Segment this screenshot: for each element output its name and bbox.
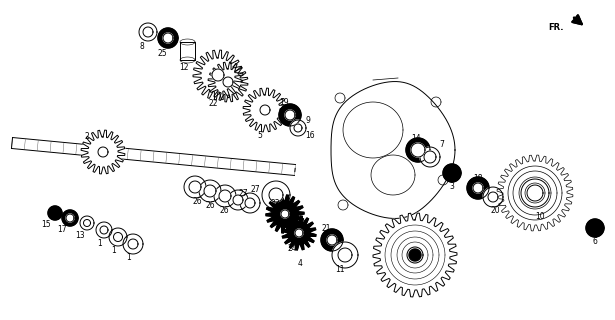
Polygon shape	[204, 185, 216, 197]
Polygon shape	[199, 180, 221, 202]
Text: 19: 19	[279, 98, 289, 107]
Text: 2: 2	[85, 132, 89, 140]
Text: 14: 14	[411, 133, 421, 142]
Polygon shape	[48, 206, 62, 220]
Polygon shape	[409, 249, 421, 261]
Polygon shape	[282, 216, 316, 250]
Polygon shape	[158, 28, 178, 48]
Polygon shape	[407, 247, 423, 263]
Text: 22: 22	[208, 99, 218, 108]
Text: 13: 13	[75, 230, 85, 239]
Text: 12: 12	[179, 62, 189, 71]
Polygon shape	[373, 213, 457, 297]
Polygon shape	[327, 235, 337, 245]
Polygon shape	[338, 248, 352, 262]
Text: 4: 4	[298, 259, 303, 268]
Polygon shape	[100, 226, 108, 234]
Polygon shape	[212, 69, 224, 81]
Polygon shape	[98, 147, 108, 157]
Text: 11: 11	[335, 266, 345, 275]
Text: 17: 17	[57, 225, 67, 234]
Polygon shape	[143, 27, 153, 37]
Polygon shape	[163, 33, 173, 43]
Polygon shape	[193, 50, 243, 100]
Polygon shape	[184, 176, 206, 198]
Text: 18: 18	[474, 173, 483, 182]
Text: 20: 20	[490, 205, 500, 214]
Polygon shape	[189, 181, 201, 193]
Polygon shape	[80, 216, 94, 230]
Polygon shape	[473, 183, 483, 193]
Text: 16: 16	[305, 131, 315, 140]
Polygon shape	[521, 179, 549, 207]
Text: 25: 25	[157, 49, 167, 58]
Text: 10: 10	[535, 212, 545, 220]
Polygon shape	[262, 181, 290, 209]
Text: 21: 21	[321, 223, 331, 233]
Polygon shape	[527, 185, 543, 201]
Polygon shape	[295, 229, 303, 237]
Polygon shape	[266, 195, 304, 233]
Text: 8: 8	[140, 42, 145, 51]
Text: 27: 27	[250, 185, 260, 194]
Text: 26: 26	[205, 201, 215, 210]
Text: 1: 1	[98, 238, 102, 247]
Polygon shape	[139, 23, 157, 41]
Text: 7: 7	[440, 140, 445, 148]
Polygon shape	[66, 214, 74, 222]
Polygon shape	[424, 151, 436, 163]
Text: FR.: FR.	[548, 22, 563, 31]
Polygon shape	[467, 177, 489, 199]
Polygon shape	[483, 187, 503, 207]
Polygon shape	[406, 138, 430, 162]
Polygon shape	[279, 104, 301, 126]
Text: 9: 9	[306, 116, 311, 124]
Polygon shape	[529, 187, 541, 199]
Polygon shape	[180, 42, 195, 60]
Polygon shape	[332, 242, 358, 268]
Polygon shape	[281, 210, 289, 218]
Polygon shape	[240, 193, 260, 213]
Polygon shape	[285, 110, 295, 120]
Text: 27: 27	[238, 188, 248, 197]
Polygon shape	[214, 185, 236, 207]
Polygon shape	[228, 190, 248, 210]
Polygon shape	[128, 239, 138, 249]
Polygon shape	[245, 198, 255, 208]
Polygon shape	[443, 164, 461, 182]
Polygon shape	[96, 222, 112, 238]
Text: 24: 24	[287, 244, 297, 252]
Polygon shape	[81, 130, 125, 174]
Text: 6: 6	[593, 236, 597, 245]
Polygon shape	[123, 234, 143, 254]
Text: 23: 23	[270, 198, 280, 207]
Text: 1: 1	[112, 245, 116, 254]
Polygon shape	[62, 210, 78, 226]
Text: 26: 26	[192, 196, 202, 205]
Polygon shape	[497, 155, 573, 231]
Polygon shape	[84, 220, 90, 227]
Polygon shape	[260, 105, 270, 115]
Polygon shape	[109, 228, 127, 246]
Text: 5: 5	[258, 131, 263, 140]
Text: 1: 1	[127, 253, 132, 262]
Polygon shape	[420, 147, 440, 167]
Text: 15: 15	[41, 220, 51, 228]
Polygon shape	[294, 124, 302, 132]
Polygon shape	[411, 143, 425, 157]
Polygon shape	[208, 62, 248, 102]
Polygon shape	[223, 77, 233, 87]
Text: 26: 26	[219, 205, 229, 214]
Polygon shape	[12, 138, 296, 175]
Polygon shape	[290, 120, 306, 136]
Polygon shape	[233, 195, 243, 205]
Polygon shape	[219, 190, 231, 202]
Polygon shape	[114, 233, 122, 242]
Polygon shape	[243, 88, 287, 132]
Polygon shape	[586, 219, 604, 237]
Polygon shape	[321, 229, 343, 251]
Polygon shape	[488, 192, 498, 202]
Text: 3: 3	[450, 181, 454, 190]
Polygon shape	[269, 188, 283, 202]
